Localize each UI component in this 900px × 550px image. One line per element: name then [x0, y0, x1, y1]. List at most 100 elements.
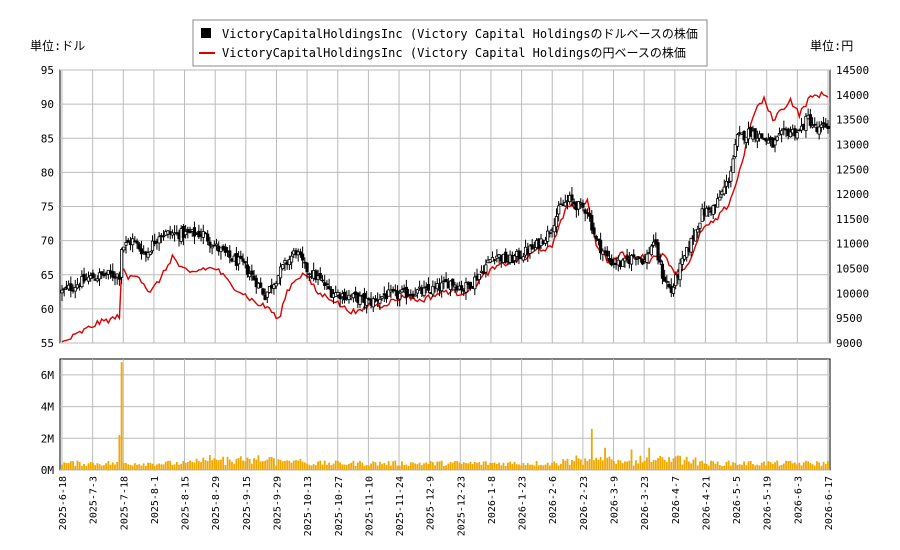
- candle-body: [689, 237, 693, 253]
- candle-body: [259, 282, 263, 288]
- candle-body: [722, 186, 726, 195]
- volume-bar: [624, 461, 626, 470]
- volume-bar: [454, 461, 456, 470]
- volume-bar: [235, 458, 238, 470]
- volume-bar: [489, 462, 492, 470]
- candle-body: [667, 284, 671, 288]
- volume-bar: [359, 460, 361, 470]
- x-tick-label: 2025-10-13: [303, 476, 314, 536]
- volume-bar: [690, 463, 693, 470]
- volume-bar: [760, 462, 763, 470]
- volume-bar: [659, 455, 662, 470]
- volume-bar: [61, 464, 63, 470]
- volume-bar: [827, 461, 829, 470]
- volume-bar: [482, 461, 485, 470]
- volume-bar: [348, 463, 350, 470]
- candle-body: [698, 222, 702, 229]
- yen-tick-label: 11500: [836, 213, 869, 226]
- volume-bar: [440, 460, 443, 470]
- candle-body: [186, 228, 190, 233]
- volume-bar: [94, 465, 97, 470]
- volume-bar: [524, 465, 527, 470]
- volume-bar: [330, 465, 333, 470]
- yen-tick-label: 13000: [836, 138, 869, 151]
- price-grid: [60, 69, 830, 344]
- volume-bar: [286, 460, 289, 470]
- volume-bar: [641, 462, 644, 470]
- candle-body: [60, 289, 64, 294]
- candle-body: [73, 286, 77, 292]
- candle-body: [393, 289, 397, 292]
- candle-body: [554, 216, 559, 228]
- volume-bar: [628, 460, 631, 470]
- x-tick-label: 2025-12-9: [426, 476, 437, 530]
- legend-entry-dollar: VictoryCapitalHoldingsInc (Victory Capit…: [222, 26, 698, 41]
- candle-body: [250, 270, 254, 275]
- volume-bar: [621, 463, 624, 470]
- volume-bar: [398, 465, 401, 470]
- candle-body: [744, 136, 748, 143]
- legend-box: [192, 19, 708, 67]
- candle-body: [826, 125, 830, 130]
- volume-bar: [339, 462, 342, 470]
- volume-bar: [189, 460, 191, 470]
- volume-bar: [328, 462, 331, 470]
- volume-bar: [105, 463, 108, 470]
- candle-body: [206, 233, 210, 242]
- volume-bar: [423, 463, 425, 470]
- volume-bar: [575, 455, 578, 470]
- volume-bar: [557, 465, 560, 470]
- candle-body: [236, 256, 241, 265]
- volume-bar: [63, 462, 66, 470]
- volume-bar: [259, 461, 262, 470]
- candle-body: [329, 288, 333, 298]
- x-tick-label: 2025-9-29: [272, 476, 283, 530]
- candle-body: [124, 242, 128, 246]
- volume-bar: [807, 461, 810, 470]
- volume-bar: [542, 465, 545, 470]
- volume-bar: [674, 456, 677, 470]
- candle-body: [358, 295, 362, 305]
- candle-body: [674, 274, 678, 287]
- volume-bar: [409, 462, 412, 470]
- volume-bar: [703, 463, 706, 470]
- candle-body: [188, 230, 192, 234]
- volume-bar: [778, 465, 781, 470]
- x-tick-label: 2026-2-6: [548, 476, 559, 524]
- candle-body: [671, 286, 676, 294]
- volume-bar: [809, 462, 812, 470]
- x-tick-label: 2025-9-15: [242, 476, 253, 530]
- volume-bar: [288, 460, 291, 470]
- volume-bar: [793, 462, 796, 470]
- volume-bar: [566, 458, 569, 470]
- candle-body: [91, 272, 95, 279]
- volume-bar: [445, 465, 448, 470]
- volume-bar: [763, 461, 765, 470]
- candle-body: [453, 284, 457, 288]
- candle-body: [663, 276, 667, 282]
- volume-bar: [65, 462, 68, 470]
- candle-body: [468, 281, 472, 289]
- volume-bar: [385, 464, 388, 470]
- candle-body: [398, 292, 402, 300]
- volume-bar: [228, 459, 231, 470]
- candle-body: [735, 134, 740, 147]
- volume-bar: [303, 462, 306, 470]
- volume-bar: [125, 462, 127, 470]
- volume-bar: [250, 463, 253, 470]
- volume-bar: [140, 465, 143, 470]
- candle-body: [404, 286, 408, 298]
- candle-body: [592, 227, 596, 235]
- candle-body: [100, 271, 104, 275]
- volume-bar: [290, 462, 293, 470]
- x-tick-label: 2025-8-29: [211, 476, 222, 530]
- volume-bar: [96, 463, 99, 470]
- candle-body: [473, 276, 477, 290]
- volume-bar: [264, 460, 266, 470]
- candle-body: [528, 245, 532, 254]
- x-tick-label: 2025-12-23: [456, 476, 467, 536]
- candle-body: [654, 239, 658, 245]
- volume-bar: [195, 458, 198, 470]
- volume-bar: [537, 465, 540, 470]
- volume-bar: [577, 458, 580, 470]
